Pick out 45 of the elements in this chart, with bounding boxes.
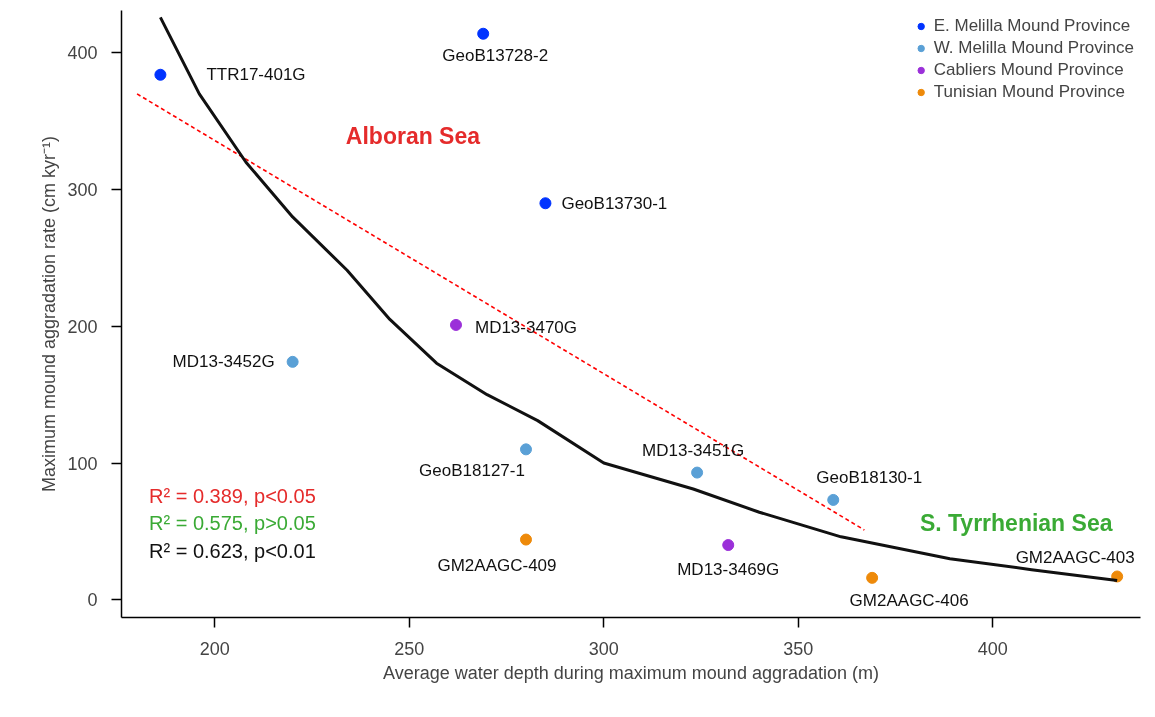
- point: [722, 539, 735, 552]
- annotation: GM2AAGC-409: [437, 556, 557, 576]
- legend-label: Tunisian Mound Province: [933, 82, 1125, 102]
- x-tick-label: 350: [783, 638, 814, 659]
- annotation: R² = 0.623, p<0.01: [149, 539, 316, 562]
- annotation: Alboran Sea: [345, 123, 481, 150]
- annotation: MD13-3451G: [642, 441, 745, 461]
- y-tick-label: 100: [67, 453, 98, 474]
- x-axis-title: Average water depth during maximum mound aggradation (m): [383, 662, 879, 683]
- annotation: GM2AAGC-406: [849, 591, 969, 611]
- annotation: GM2AAGC-403: [1015, 547, 1135, 567]
- annotation: R² = 0.575, p>0.05: [149, 512, 316, 535]
- point: [154, 68, 167, 81]
- y-tick-label: 300: [67, 180, 98, 201]
- x-tick-label: 250: [394, 638, 425, 659]
- point: [539, 197, 552, 210]
- annotation: GeoB13730-1: [561, 193, 668, 213]
- annotation: S. Tyrrhenian Sea: [919, 510, 1113, 537]
- legend-label: E. Melilla Mound Province: [933, 16, 1131, 36]
- x-tick-label: 300: [588, 638, 619, 659]
- annotation: GeoB18130-1: [816, 468, 923, 488]
- x-tick-label: 200: [199, 638, 230, 659]
- annotation: MD13-3469G: [677, 559, 780, 579]
- annotation: R² = 0.389, p<0.05: [149, 484, 316, 507]
- annotation: GeoB13728-2: [442, 46, 549, 66]
- point: [827, 493, 840, 506]
- point: [866, 571, 879, 584]
- y-axis-title: Maximum mound aggradation rate (cm kyr⁻¹): [39, 135, 60, 493]
- annotation: MD13-3470G: [474, 318, 578, 338]
- annotation: MD13-3452G: [172, 352, 275, 372]
- point: [1111, 570, 1124, 583]
- y-tick-label: 200: [67, 316, 98, 337]
- point: [519, 533, 532, 546]
- y-tick-label: 400: [67, 43, 98, 64]
- point: [449, 318, 462, 331]
- y-tick-label: 0: [87, 590, 98, 611]
- point: [691, 466, 704, 479]
- legend-label: W. Melilla Mound Province: [933, 38, 1134, 58]
- point: [286, 355, 299, 368]
- point: [519, 443, 532, 456]
- legend-label: Cabliers Mound Province: [933, 60, 1124, 80]
- annotation: TTR17-401G: [206, 65, 306, 85]
- annotation: GeoB18127-1: [419, 460, 525, 480]
- point: [477, 27, 490, 40]
- x-tick-label: 400: [977, 638, 1008, 659]
